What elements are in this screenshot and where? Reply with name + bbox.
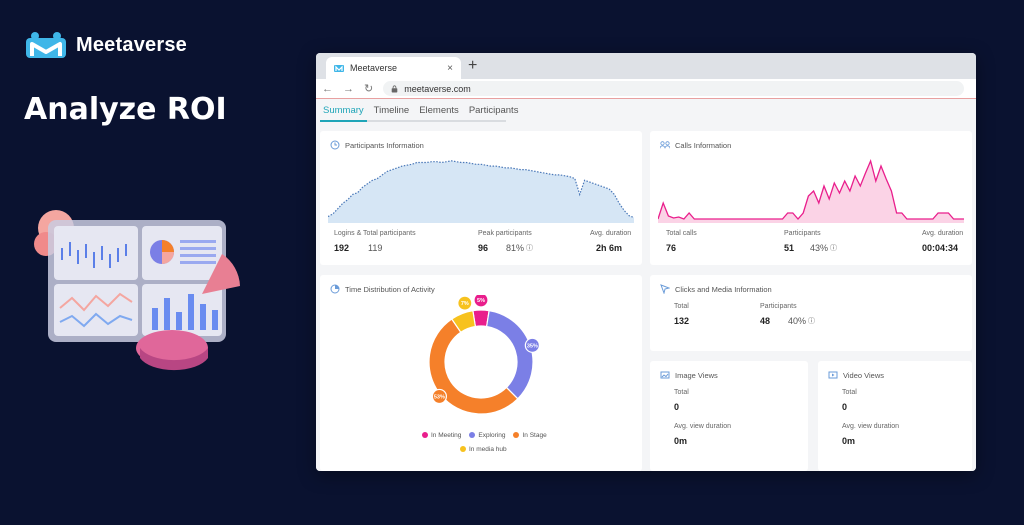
browser-tab[interactable]: Meetaverse × <box>326 57 461 79</box>
calls-duration-label: Avg. duration <box>922 230 964 237</box>
card-title: Participants Information <box>330 140 424 150</box>
back-arrow-icon[interactable]: ← <box>322 82 333 95</box>
video-total-value: 0 <box>842 402 848 412</box>
tab-close-icon[interactable]: × <box>447 62 453 74</box>
tab-summary[interactable]: Summary <box>320 105 367 122</box>
tab-elements[interactable]: Elements <box>419 105 459 116</box>
clicks-total-label: Total <box>674 303 689 310</box>
url-toolbar: ← → ↻ meetaverse.com <box>316 79 976 99</box>
video-views-card: Video Views Total 0 Avg. view duration 0… <box>818 361 972 471</box>
pie-chart-icon <box>330 284 340 294</box>
activity-donut-chart: 5% 35% 53% 7% <box>428 295 540 415</box>
peak-label: Peak participants <box>478 230 532 237</box>
info-icon[interactable]: ⓘ <box>526 245 533 252</box>
slice-label: 53% <box>431 388 447 405</box>
series-area <box>658 161 964 223</box>
info-icon[interactable]: ⓘ <box>808 318 815 325</box>
lock-icon <box>391 84 398 92</box>
card-title: Calls Information <box>660 140 731 150</box>
donut-legend: In Meeting Exploring In Stage <box>422 432 547 439</box>
series-line <box>658 158 964 220</box>
video-duration-value: 0m <box>842 436 856 446</box>
video-duration-label: Avg. view duration <box>842 423 900 430</box>
series-line <box>328 160 634 219</box>
calls-participants-label: Participants <box>784 230 821 237</box>
reload-icon[interactable]: ↻ <box>364 83 374 95</box>
duration-label: Avg. duration <box>590 230 632 237</box>
legend-item: Exploring <box>469 432 505 439</box>
series-area <box>328 160 634 223</box>
favicon-icon <box>334 65 344 72</box>
card-title: Clicks and Media Information <box>660 284 772 294</box>
donut-slice-in-media-hub[interactable] <box>450 309 477 334</box>
clicks-participants-value: 48 <box>760 316 771 326</box>
peak-value: 96 <box>478 243 489 253</box>
total-calls-value: 76 <box>666 243 677 253</box>
card-title: Video Views <box>828 370 884 380</box>
slice-label-text: 53% <box>434 394 445 400</box>
participants-area-chart <box>328 160 634 223</box>
donut-slice-exploring[interactable] <box>485 309 534 400</box>
calls-info-card: Calls Information Total calls 76 Partici… <box>650 131 972 265</box>
slice-label-text: 7% <box>461 301 469 307</box>
brand-name: Meetaverse <box>76 33 187 56</box>
cursor-icon <box>660 284 670 294</box>
donut-legend-row2: In media hub <box>460 446 507 453</box>
info-icon[interactable]: ⓘ <box>830 245 837 252</box>
headline: Analyze ROI <box>24 92 227 127</box>
slice-label: 5% <box>473 295 489 308</box>
address-bar[interactable]: meetaverse.com <box>383 81 964 96</box>
people-icon <box>660 141 670 149</box>
peak-percent: 81% <box>506 243 525 253</box>
participants-info-card: Participants Information Logins & Total … <box>320 131 642 265</box>
video-total-label: Total <box>842 389 857 396</box>
slice-label: 7% <box>457 295 473 311</box>
brand-logo: Meetaverse <box>24 30 187 60</box>
total-calls-label: Total calls <box>666 230 697 237</box>
image-total-label: Total <box>674 389 689 396</box>
slice-label: 35% <box>524 337 540 353</box>
duration-value: 2h 6m <box>596 243 623 253</box>
clock-icon <box>330 140 340 150</box>
legend-item: In Meeting <box>422 432 461 439</box>
image-duration-value: 0m <box>674 436 688 446</box>
legend-item: In Stage <box>513 432 547 439</box>
legend-item: In media hub <box>460 446 507 453</box>
section-tabs: Summary Timeline Elements Participants <box>320 105 518 122</box>
logins-label: Logins & Total participants <box>334 230 416 237</box>
meetaverse-logo-icon <box>26 32 66 58</box>
new-tab-button[interactable]: + <box>468 57 478 74</box>
tab-bar: Meetaverse × + <box>316 53 976 79</box>
forward-arrow-icon[interactable]: → <box>343 82 354 95</box>
slice-label-text: 35% <box>527 343 538 349</box>
clicks-media-card: Clicks and Media Information Total 132 P… <box>650 275 972 351</box>
donut-slice-in-stage[interactable] <box>428 318 519 415</box>
browser-window: Meetaverse × + ← → ↻ meetaverse.com Summ… <box>316 53 976 471</box>
clicks-total-value: 132 <box>674 316 690 326</box>
url-text: meetaverse.com <box>404 83 471 94</box>
image-views-card: Image Views Total 0 Avg. view duration 0… <box>650 361 808 471</box>
tab-title: Meetaverse <box>350 63 398 73</box>
slice-label-text: 5% <box>477 298 485 304</box>
time-distribution-card: Time Distribution of Activity 5% 35% 53% 7%… <box>320 275 642 471</box>
tab-timeline[interactable]: Timeline <box>373 105 410 116</box>
logins-value: 192 <box>334 243 350 253</box>
clicks-participants-label: Participants <box>760 303 797 310</box>
clicks-participants-percent: 40% <box>788 316 807 326</box>
image-total-value: 0 <box>674 402 680 412</box>
card-title: Time Distribution of Activity <box>330 284 435 294</box>
calls-area-chart <box>658 158 964 223</box>
tab-participants[interactable]: Participants <box>468 105 519 116</box>
calls-duration-value: 00:04:34 <box>922 243 959 253</box>
total-participants-value: 119 <box>368 243 383 253</box>
dashboard-content: Summary Timeline Elements Participants P… <box>316 99 976 471</box>
video-icon <box>828 371 838 379</box>
image-duration-label: Avg. view duration <box>674 423 732 430</box>
dashboard-illustration-icon <box>34 210 240 371</box>
image-icon <box>660 371 670 379</box>
calls-participants-value: 51 <box>784 243 795 253</box>
card-title: Image Views <box>660 370 718 380</box>
calls-participants-percent: 43% <box>810 243 829 253</box>
